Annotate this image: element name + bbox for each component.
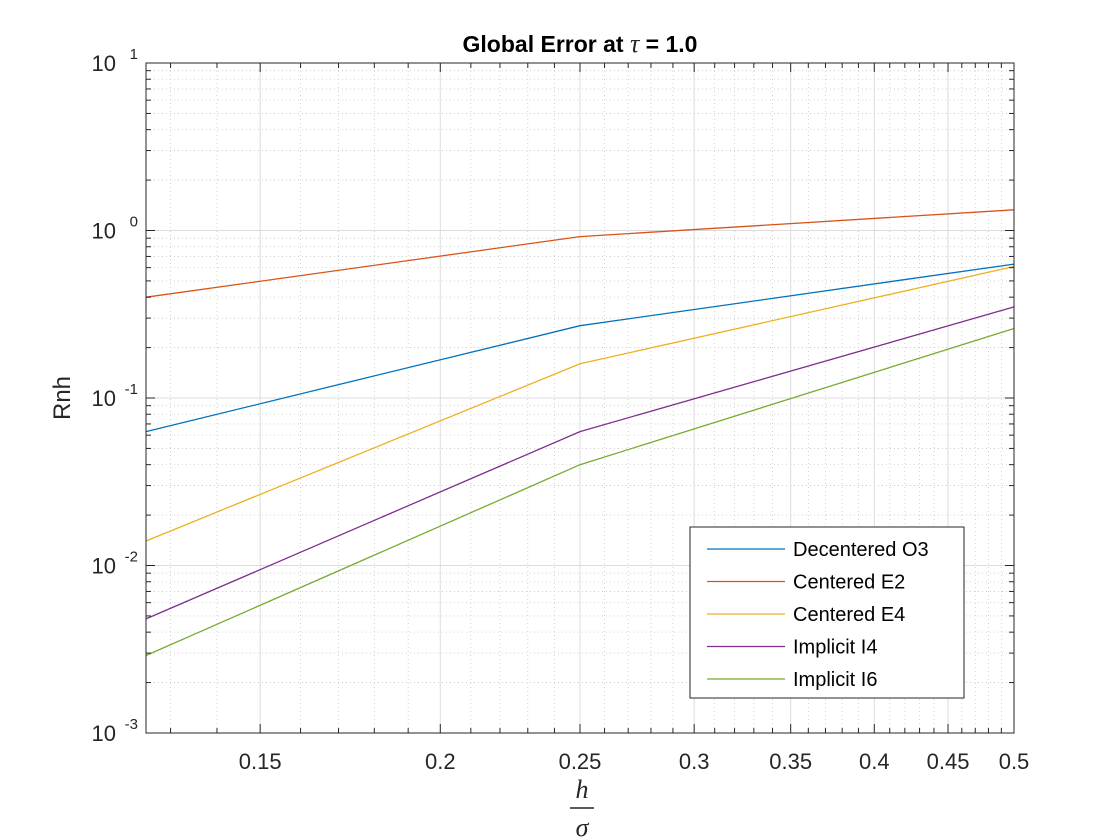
series-line-centered-e2 [145, 209, 1015, 298]
y-tick-exponent: -2 [125, 549, 138, 566]
title-tau-symbol: τ [630, 29, 641, 58]
series-line-implicit-i4 [145, 306, 1015, 620]
y-tick-label-base: 10 [92, 219, 116, 244]
legend: Decentered O3 Centered E2 Centered E4 Impli… [689, 526, 965, 699]
y-tick-label-exponent: 1 [130, 46, 138, 63]
x-tick-label: 0.5 [999, 749, 1030, 774]
y-tick-label: 10 [92, 554, 116, 579]
y-tick-label-base: 10 [92, 51, 116, 76]
y-tick-label-base: 10 [92, 386, 116, 411]
y-tick-label-exponent: -1 [125, 381, 138, 398]
x-tick-label: 0.2 [425, 749, 456, 774]
y-tick-exponent: 1 [130, 46, 138, 63]
y-tick-label-base: 10 [92, 554, 116, 579]
x-axis-label-numerator: h [576, 775, 589, 804]
y-tick-label: 10 [92, 721, 116, 746]
title-prefix: Global Error at [463, 31, 630, 57]
legend-item: Centered E2 [707, 572, 905, 594]
series-line-decentered-o3 [145, 263, 1015, 433]
chart-title: Global Error at τ = 1.0 [463, 29, 698, 58]
y-tick-label: 10 [92, 386, 116, 411]
legend-label: Centered E2 [793, 572, 905, 594]
legend-label: Implicit I4 [793, 637, 877, 659]
series-lines [145, 209, 1015, 657]
legend-item: Implicit I6 [707, 669, 877, 691]
series-line-centered-e4 [145, 265, 1015, 542]
legend-item: Implicit I4 [707, 637, 877, 659]
y-tick-label: 10 [92, 219, 116, 244]
y-tick-exponent: -3 [125, 716, 138, 733]
x-axis-label-denominator: σ [576, 813, 590, 840]
y-axis-label: Rnh [49, 376, 76, 420]
legend-label: Decentered O3 [793, 539, 929, 561]
y-tick-label: 10 [92, 51, 116, 76]
x-tick-label: 0.3 [679, 749, 710, 774]
x-tick-label: 0.45 [927, 749, 970, 774]
title-suffix: = 1.0 [639, 31, 697, 57]
y-tick-label-base: 10 [92, 721, 116, 746]
x-tick-label: 0.4 [859, 749, 890, 774]
y-tick-exponent: -1 [125, 381, 138, 398]
legend-label: Centered E4 [793, 604, 905, 626]
legend-item: Centered E4 [707, 604, 905, 626]
axis-ticks: 10 -3 10 -2 10 -1 10 0 10 1 0.15 0.2 0.25 0.3 0.35 0.4 0… [92, 46, 1030, 774]
x-tick-label: 0.15 [239, 749, 282, 774]
y-tick-exponent: 0 [130, 214, 138, 231]
legend-items: Decentered O3 Centered E2 Centered E4 Impli… [707, 539, 929, 691]
legend-label: Implicit I6 [793, 669, 877, 691]
series-line-implicit-i6 [145, 327, 1015, 657]
y-tick-label-exponent: -3 [125, 716, 138, 733]
x-tick-label: 0.35 [769, 749, 812, 774]
legend-box [689, 526, 965, 699]
y-tick-label-exponent: 0 [130, 214, 138, 231]
x-axis-label: h σ [570, 775, 594, 840]
y-tick-label-exponent: -2 [125, 549, 138, 566]
legend-item: Decentered O3 [707, 539, 929, 561]
x-tick-label: 0.25 [559, 749, 602, 774]
